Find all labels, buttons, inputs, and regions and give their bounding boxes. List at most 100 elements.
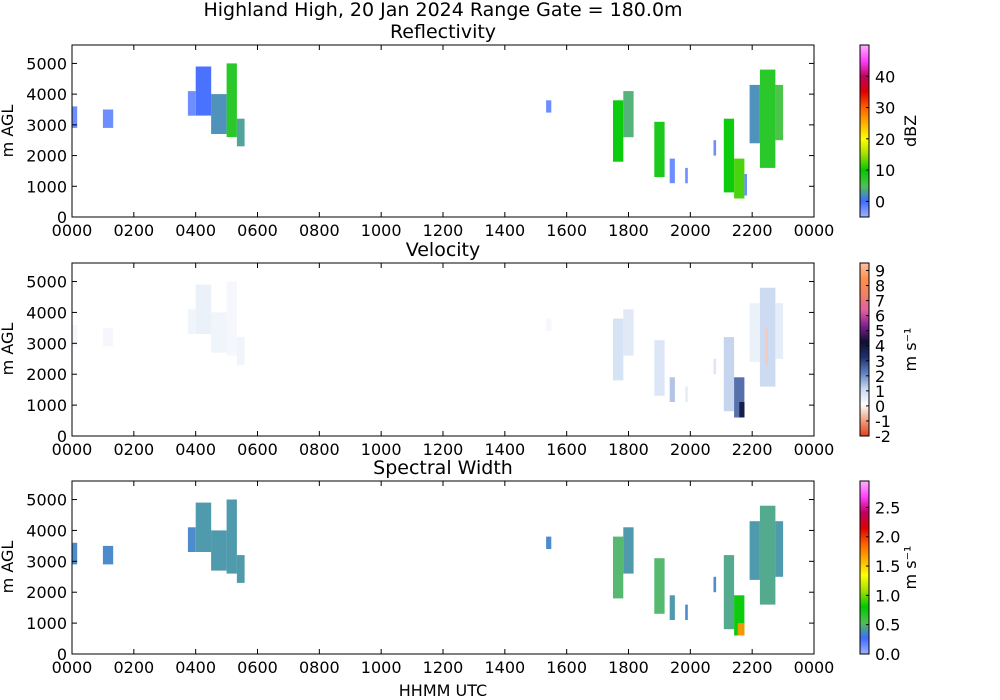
x-tick-label: 1800: [608, 221, 649, 240]
panel-title: Reflectivity: [390, 21, 496, 43]
echo-cell: [723, 337, 735, 412]
colorbar-tick-label: 0: [875, 192, 885, 211]
x-tick-label: 0800: [299, 221, 340, 240]
x-tick-label: 0000: [52, 221, 93, 240]
velocity-panel: Velocity m AGL 0000 0200 0400 0600 0800 1000 1…: [0, 239, 920, 459]
echo-cell: [546, 100, 552, 113]
echo-cell: [737, 623, 745, 636]
colorbar-tick-label: 40: [875, 67, 895, 86]
x-tick-label: 1200: [423, 658, 464, 677]
x-tick-label: 0200: [113, 221, 154, 240]
echo-cell: [102, 327, 114, 347]
echo-cell: [759, 69, 776, 168]
x-tick-label: 0600: [237, 440, 278, 459]
echo-layer: [72, 499, 784, 636]
x-tick-label: 0800: [299, 440, 340, 459]
echo-cell: [623, 527, 634, 574]
x-tick-label: 1400: [484, 658, 525, 677]
y-tick-label: 1000: [26, 177, 67, 196]
panel-title: Spectral Width: [373, 457, 513, 479]
colorbar-tick-label: 7: [875, 292, 885, 311]
colorbar-tick-label: 0.5: [875, 616, 900, 635]
x-tick-label: 0000: [794, 658, 835, 677]
echo-cell: [685, 604, 688, 620]
echo-cell: [102, 545, 114, 565]
y-tick-label: 0: [57, 208, 67, 227]
reflectivity-panel: Reflectivity m AGL 000002000400060008001…: [0, 21, 920, 240]
echo-layer: [72, 63, 784, 199]
y-tick-label: 1000: [26, 614, 67, 633]
y-tick-label: 0: [57, 645, 67, 664]
x-tick-label: 2000: [670, 440, 711, 459]
colorbar-tick-label: 10: [875, 161, 895, 180]
colorbar-tick-label: -1: [875, 412, 891, 431]
echo-cell: [749, 84, 760, 144]
echo-cell: [734, 158, 745, 199]
colorbar: [859, 262, 870, 437]
y-axis-label: m AGL: [0, 105, 17, 158]
echo-cell: [713, 140, 717, 156]
echo-cell: [713, 358, 717, 375]
spectral-width-panel: Spectral Width m AGL 0000 0200 0400 0600 080…: [0, 457, 920, 677]
echo-cell: [723, 555, 735, 630]
echo-cell: [613, 318, 624, 381]
echo-cell: [685, 167, 688, 184]
y-axis-label: m AGL: [0, 323, 17, 376]
echo-cell: [211, 94, 227, 134]
x-tick-label: 1800: [608, 440, 649, 459]
echo-cell: [187, 309, 196, 334]
colorbar-tick-label: 1.0: [875, 586, 900, 605]
colorbar-tick-label: 30: [875, 99, 895, 118]
echo-cell: [211, 530, 227, 571]
x-tick-label: 0400: [175, 440, 216, 459]
echo-cell: [739, 402, 745, 418]
echo-cell: [775, 303, 784, 359]
echo-cell: [749, 303, 760, 362]
echo-cell: [685, 386, 688, 402]
y-tick-label: 2000: [26, 583, 67, 602]
x-tick-label: 1600: [546, 658, 587, 677]
echo-cell: [623, 309, 634, 356]
echo-cell: [765, 327, 768, 365]
echo-cell: [72, 542, 78, 565]
x-tick-label: 1400: [484, 221, 525, 240]
echo-cell: [72, 324, 78, 347]
echo-cell: [713, 576, 717, 593]
echo-cell: [226, 281, 237, 356]
figure-suptitle: Highland High, 20 Jan 2024 Range Gate = …: [203, 0, 682, 21]
y-tick-label: 3000: [26, 552, 67, 571]
echo-cell: [654, 121, 665, 178]
echo-cell: [187, 527, 196, 552]
x-tick-label: 1600: [546, 221, 587, 240]
y-tick-label: 4000: [26, 303, 67, 322]
colorbar-tick-label: 2.5: [875, 498, 900, 517]
colorbar-tick-label: 1.5: [875, 557, 900, 576]
echo-cell: [759, 287, 776, 387]
colorbar-tick-label: 8: [875, 277, 885, 296]
echo-cell: [775, 84, 784, 141]
y-tick-label: 2000: [26, 147, 67, 166]
echo-cell: [195, 502, 212, 552]
x-tick-label: 1000: [361, 221, 402, 240]
plot-frame: [71, 480, 815, 655]
y-tick-label: 5000: [26, 491, 67, 510]
echo-cell: [734, 377, 745, 418]
x-tick-label: 2000: [670, 658, 711, 677]
colorbar-tick-label: 1: [875, 382, 885, 401]
x-tick-label: 0800: [299, 658, 340, 677]
colorbar-tick-label: 6: [875, 307, 885, 326]
colorbar-tick-label: 0: [875, 397, 885, 416]
echo-cell: [226, 499, 237, 574]
echo-cell: [72, 106, 78, 128]
x-tick-label: 0400: [175, 221, 216, 240]
echo-cell: [759, 505, 776, 605]
x-tick-label: 1000: [361, 440, 402, 459]
colorbar-tick-label: 2.0: [875, 528, 900, 547]
echo-cell: [744, 174, 747, 196]
echo-cell: [102, 109, 114, 128]
x-tick-label: 2200: [732, 658, 773, 677]
echo-cell: [654, 558, 665, 614]
x-tick-label: 1800: [608, 658, 649, 677]
echo-layer: [72, 281, 784, 418]
